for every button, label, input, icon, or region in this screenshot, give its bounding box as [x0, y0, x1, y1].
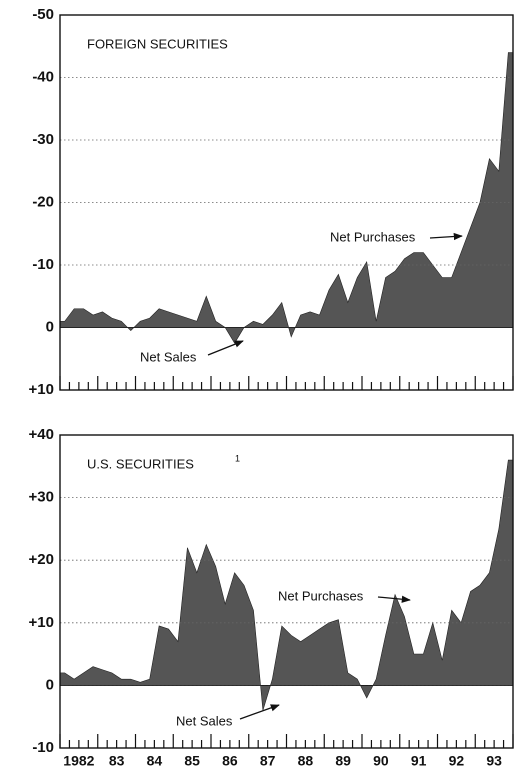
panel-title: FOREIGN SECURITIES	[87, 36, 228, 51]
x-tick-label: 92	[449, 753, 465, 769]
y-tick-label: -50	[32, 6, 54, 23]
annotation: Net Purchases	[278, 588, 364, 603]
annotation: Net Purchases	[330, 229, 416, 244]
x-tick-label: 84	[147, 753, 163, 769]
x-tick-label: 85	[184, 753, 200, 769]
y-tick-label: -20	[32, 193, 54, 210]
x-tick-label: 1982	[63, 753, 94, 769]
x-tick-label: 91	[411, 753, 427, 769]
y-tick-label: +10	[29, 381, 54, 398]
y-tick-label: +10	[29, 614, 54, 631]
annotation: Net Sales	[140, 349, 197, 364]
y-tick-label: +40	[29, 426, 54, 443]
y-tick-label: -30	[32, 131, 54, 148]
y-tick-label: +30	[29, 489, 54, 506]
x-tick-label: 86	[222, 753, 238, 769]
footnote-marker: 1	[235, 453, 240, 463]
x-tick-label: 93	[486, 753, 502, 769]
y-tick-label: 0	[46, 676, 54, 693]
x-tick-label: 88	[298, 753, 314, 769]
arrow	[429, 232, 463, 241]
x-tick-label: 87	[260, 753, 276, 769]
annotation: Net Sales	[176, 713, 233, 728]
arrow	[207, 340, 244, 356]
arrow	[239, 704, 280, 720]
area	[59, 52, 514, 344]
panel-title: U.S. SECURITIES	[87, 456, 194, 471]
x-tick-label: 90	[373, 753, 389, 769]
area	[59, 459, 514, 711]
y-tick-label: -10	[32, 739, 54, 756]
x-tick-label: 83	[109, 753, 125, 769]
arrow	[377, 595, 411, 603]
y-tick-label: -10	[32, 256, 54, 273]
x-tick-label: 89	[335, 753, 351, 769]
y-tick-label: 0	[46, 318, 54, 335]
y-tick-label: +20	[29, 551, 54, 568]
y-tick-label: -40	[32, 68, 54, 85]
